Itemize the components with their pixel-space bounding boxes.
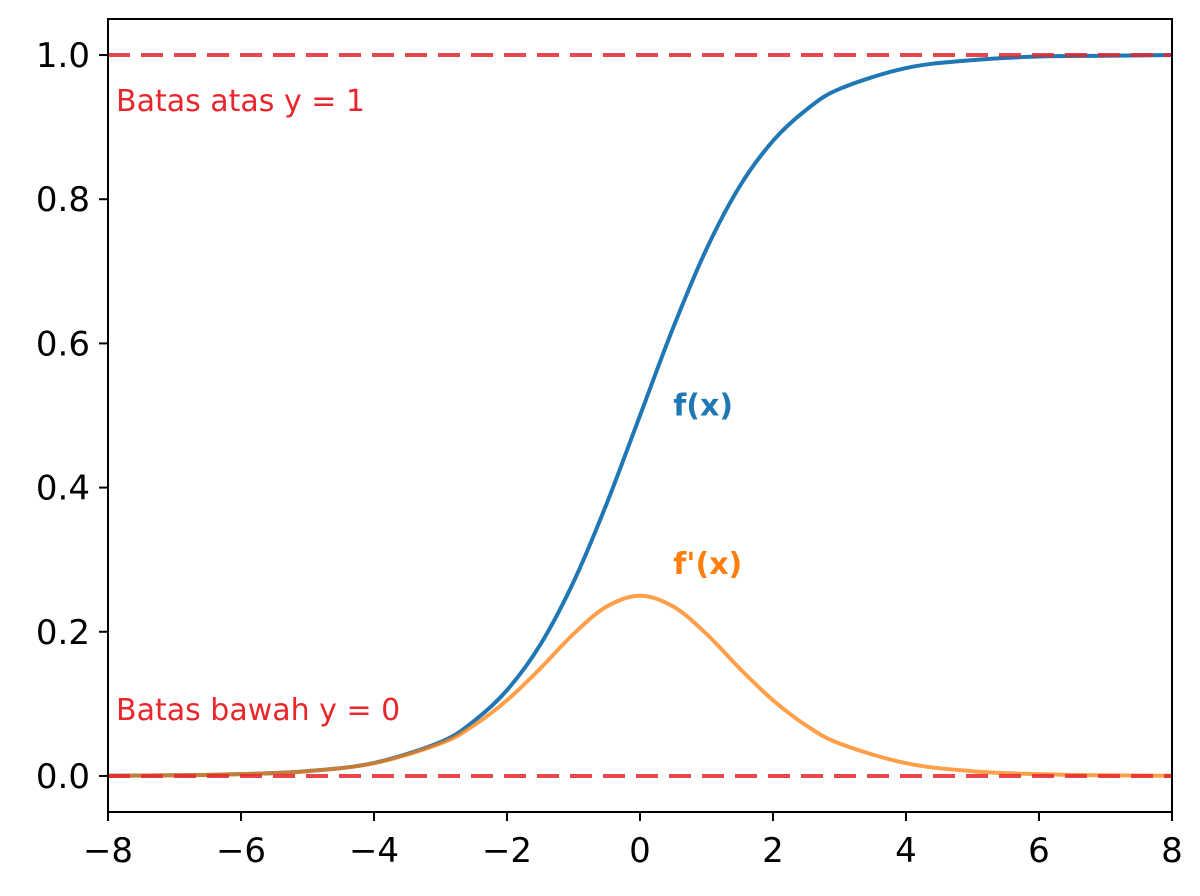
- x-tick-label: −4: [349, 831, 399, 871]
- series-label-f-prime: f'(x): [673, 547, 742, 582]
- y-tick-label: 0.8: [36, 180, 90, 220]
- series-line-f-prime: [108, 593, 1172, 778]
- series-line-f: [108, 53, 1172, 778]
- reference-line-label-lower: Batas bawah y = 0: [116, 693, 400, 728]
- x-tick-label: −6: [216, 831, 266, 871]
- y-tick-label: 0.4: [36, 469, 90, 509]
- x-tick-label: 4: [895, 831, 917, 871]
- axes-layer: −8 −6 −4 −2 0 2 4 6 8 0.0 0.2 0.4 0.6 0.8 1.0: [36, 18, 1183, 871]
- x-tick-label: −8: [83, 831, 133, 871]
- x-tick-label: 8: [1161, 831, 1183, 871]
- y-tick-label: 1.0: [36, 36, 90, 76]
- label-layer: Batas atas y = 1 Batas bawah y = 0 f(x) f'(…: [116, 84, 742, 728]
- x-tick-label: 2: [762, 831, 784, 871]
- y-tick-label: 0.2: [36, 613, 90, 653]
- x-tick-label: −2: [482, 831, 532, 871]
- x-tick-label: 0: [629, 831, 651, 871]
- reference-line-label-upper: Batas atas y = 1: [116, 84, 365, 119]
- y-tick-label: 0.0: [36, 757, 90, 797]
- series-label-f: f(x): [673, 389, 733, 424]
- plot-layer: [108, 53, 1172, 778]
- x-tick-label: 6: [1028, 831, 1050, 871]
- y-tick-label: 0.6: [36, 324, 90, 364]
